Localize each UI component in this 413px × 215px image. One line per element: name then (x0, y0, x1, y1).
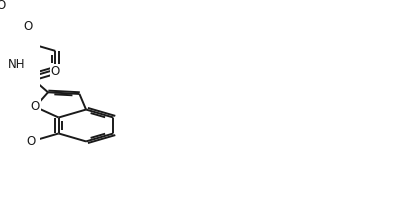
Text: O: O (51, 65, 60, 78)
Text: O: O (0, 0, 5, 12)
Text: O: O (31, 100, 40, 113)
Text: O: O (26, 135, 36, 148)
Text: NH: NH (7, 58, 25, 71)
Text: O: O (23, 20, 33, 34)
